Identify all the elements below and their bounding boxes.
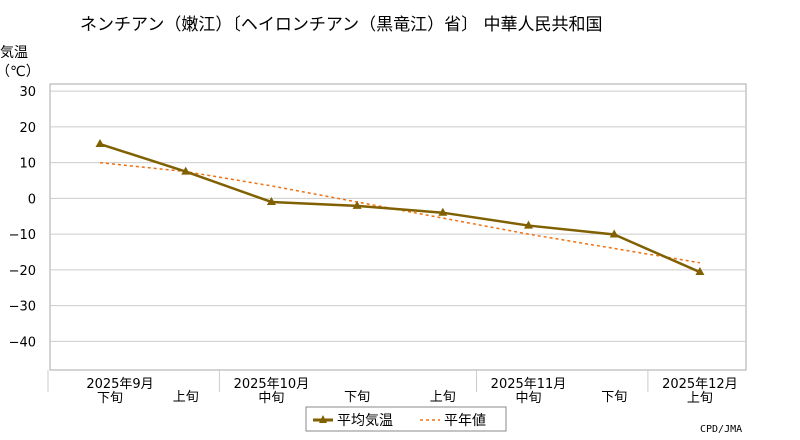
chart-title: ネンチアン（嫩江）〔ヘイロンチアン（黒竜江）省〕 中華人民共和国 bbox=[80, 15, 603, 35]
x-tick-label: 下旬 bbox=[601, 390, 627, 405]
data-point-mean bbox=[609, 229, 619, 238]
gridlines bbox=[47, 90, 746, 392]
x-tick-label: 下旬 bbox=[344, 390, 370, 405]
x-tick-label: 下旬 bbox=[97, 391, 123, 406]
data-point-mean bbox=[95, 139, 105, 148]
month-label: 2025年11月 bbox=[491, 377, 567, 392]
legend-marker-triangle-icon bbox=[319, 415, 327, 423]
y-tick-label: 30 bbox=[19, 85, 36, 100]
legend-label-mean: 平均気温 bbox=[337, 413, 393, 429]
credit-text: CPD/JMA bbox=[700, 424, 742, 435]
x-tick-label: 上旬 bbox=[173, 390, 199, 405]
x-tick-labels: 下旬 上旬 中旬 下旬 上旬 中旬 下旬 上旬 2025年9月 2025年10月 2025年11月 2… bbox=[86, 377, 737, 406]
y-axis-label: 気温 bbox=[0, 45, 28, 61]
y-tick-label: 20 bbox=[19, 121, 36, 136]
x-tick-label: 中旬 bbox=[258, 391, 284, 406]
data-point-mean bbox=[181, 166, 191, 175]
data-point-mean bbox=[352, 200, 362, 209]
x-tick-label: 上旬 bbox=[430, 390, 456, 405]
legend-label-normal: 平年値 bbox=[444, 413, 486, 429]
y-axis-unit: （℃） bbox=[0, 64, 40, 80]
x-tick-label: 上旬 bbox=[687, 391, 713, 406]
series-line-mean bbox=[99, 142, 701, 274]
data-point-mean bbox=[266, 196, 276, 205]
plot-area bbox=[49, 83, 747, 371]
month-label: 2025年12月 bbox=[662, 377, 738, 392]
y-tick-label: −20 bbox=[9, 264, 36, 279]
legend: 平均気温 平年値 bbox=[305, 406, 507, 432]
y-tick-labels: 30 20 10 0 −10 −20 −30 −40 bbox=[9, 85, 36, 350]
y-tick-label: −30 bbox=[9, 300, 36, 315]
legend-box bbox=[305, 406, 507, 432]
series-group bbox=[95, 139, 705, 276]
y-tick-label: −40 bbox=[9, 335, 36, 350]
data-point-mean bbox=[438, 207, 448, 216]
y-tick-label: 0 bbox=[28, 192, 36, 207]
y-tick-label: −10 bbox=[9, 228, 36, 243]
month-label: 2025年9月 bbox=[86, 377, 153, 392]
y-tick-label: 10 bbox=[19, 157, 36, 172]
month-label: 2025年10月 bbox=[234, 377, 310, 392]
x-tick-label: 中旬 bbox=[515, 391, 541, 406]
data-point-mean bbox=[695, 267, 705, 276]
data-point-mean bbox=[524, 220, 533, 229]
